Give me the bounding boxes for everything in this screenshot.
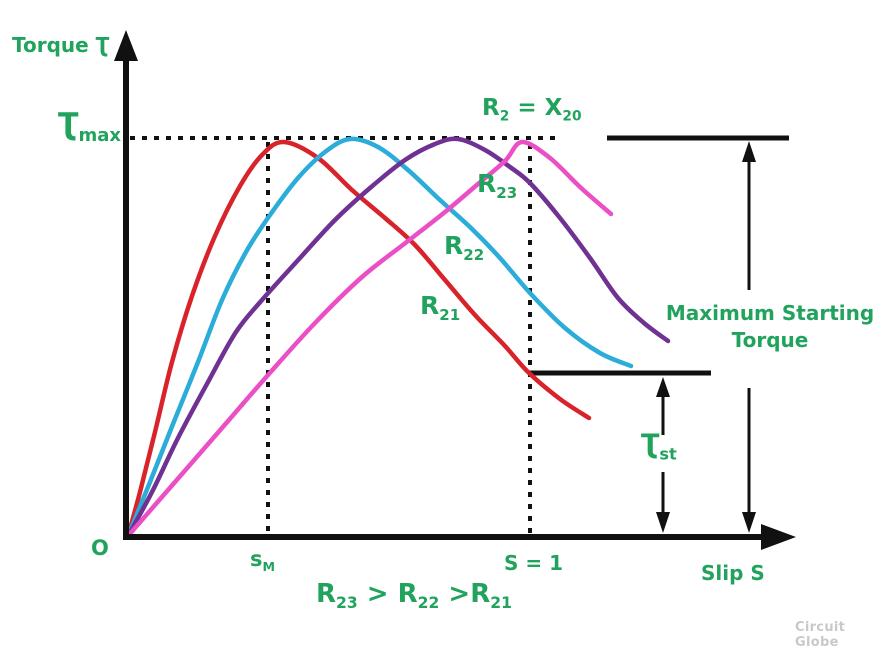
- r2-equals-x20-label: R2 = X20: [482, 95, 582, 125]
- r23-curve-label: R23: [477, 169, 518, 202]
- r22-curve-label: R22: [444, 231, 485, 264]
- max-starting-torque-arrow-down-head: [742, 512, 756, 533]
- torque-axis-label: Torque Ʈ: [12, 33, 110, 57]
- tmax-label: Ʈmax: [58, 107, 121, 146]
- slip-axis-label: Slip S: [701, 561, 765, 585]
- r21-curve-label: R21: [420, 291, 461, 324]
- origin-label: O: [91, 536, 109, 560]
- sm-tick-label: sM: [250, 547, 276, 575]
- y-axis-arrowhead: [114, 30, 138, 61]
- curve-r22: [125, 136, 634, 539]
- curve-r23: [125, 136, 671, 539]
- resistance-inequality-label: R23 > R22 >R21: [316, 579, 512, 613]
- tst-arrow-down-head: [656, 512, 670, 533]
- curve-r2-x20: [125, 139, 614, 539]
- tst-arrow-up-head: [656, 377, 670, 397]
- tst-label: Ʈst: [641, 429, 677, 464]
- s-equals-1-tick-label: S = 1: [504, 551, 564, 575]
- curve-r21: [125, 139, 592, 539]
- x-axis-arrowhead: [761, 524, 796, 550]
- max-starting-torque-label: Maximum Starting Torque: [665, 301, 875, 352]
- max-starting-torque-arrow-up-head: [742, 141, 756, 162]
- circuit-globe-watermark: Circuit Globe: [795, 620, 846, 650]
